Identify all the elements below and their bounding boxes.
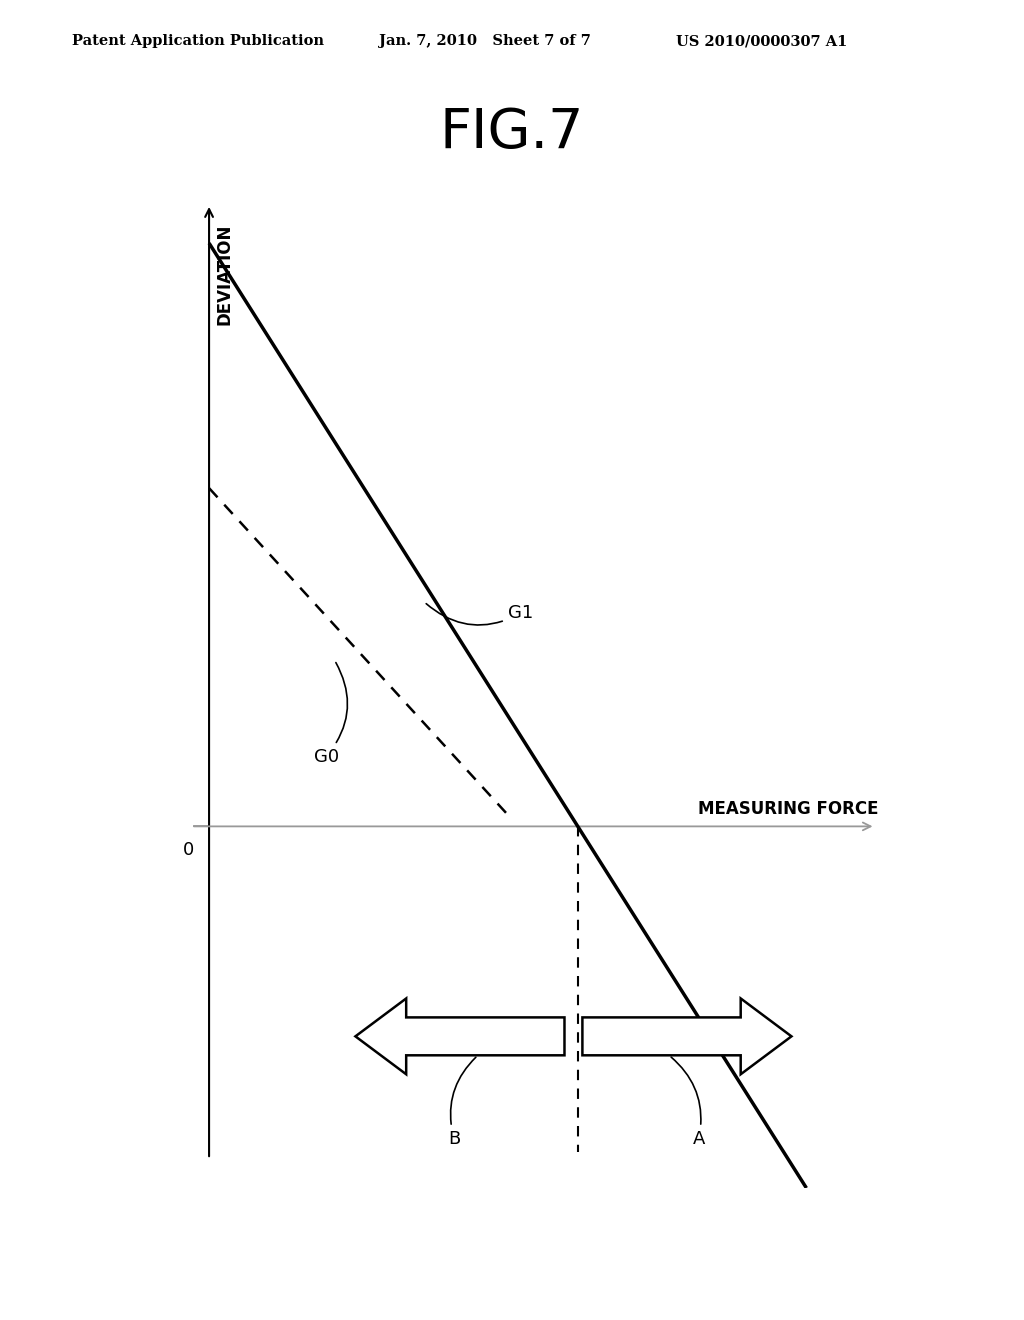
Text: G0: G0 <box>313 663 347 766</box>
Text: B: B <box>447 1057 476 1147</box>
Polygon shape <box>355 998 564 1074</box>
Text: FIG.7: FIG.7 <box>440 106 584 160</box>
Text: G1: G1 <box>426 603 532 624</box>
Polygon shape <box>583 998 792 1074</box>
Text: 0: 0 <box>183 841 195 859</box>
Text: MEASURING FORCE: MEASURING FORCE <box>698 800 879 817</box>
Text: Jan. 7, 2010   Sheet 7 of 7: Jan. 7, 2010 Sheet 7 of 7 <box>379 34 591 49</box>
Text: US 2010/0000307 A1: US 2010/0000307 A1 <box>676 34 847 49</box>
Text: DEVIATION: DEVIATION <box>215 223 233 325</box>
Text: Patent Application Publication: Patent Application Publication <box>72 34 324 49</box>
Text: A: A <box>671 1057 706 1147</box>
